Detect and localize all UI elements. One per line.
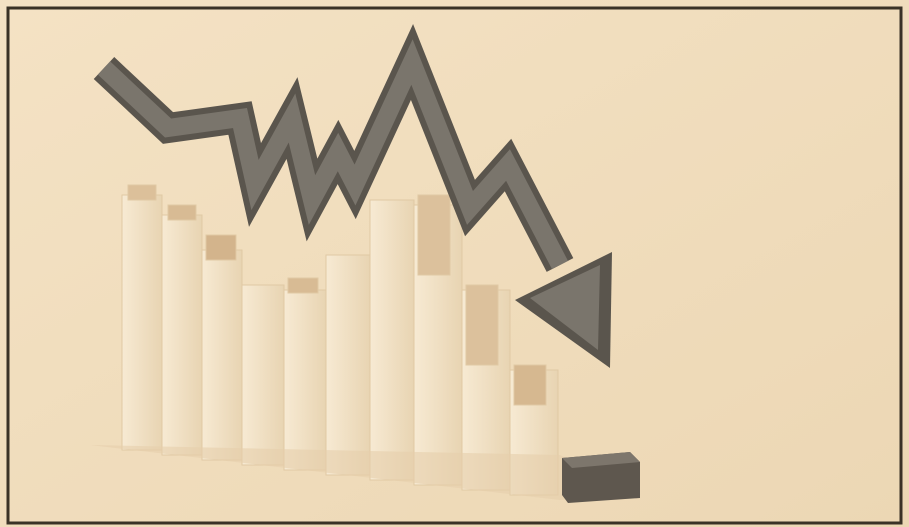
bar bbox=[326, 255, 370, 475]
bar-top bbox=[206, 235, 236, 260]
bar bbox=[284, 290, 326, 470]
bar bbox=[202, 250, 242, 460]
bar-top bbox=[418, 195, 450, 275]
bar bbox=[162, 215, 202, 455]
bar-top bbox=[466, 285, 498, 365]
bar bbox=[242, 285, 284, 465]
bar-top bbox=[128, 185, 156, 200]
bar-top bbox=[168, 205, 196, 220]
bar bbox=[370, 200, 414, 480]
illustration bbox=[0, 0, 909, 527]
bar bbox=[122, 195, 162, 450]
bar-top bbox=[514, 365, 546, 405]
bar-top bbox=[288, 278, 318, 293]
page bbox=[0, 0, 909, 527]
